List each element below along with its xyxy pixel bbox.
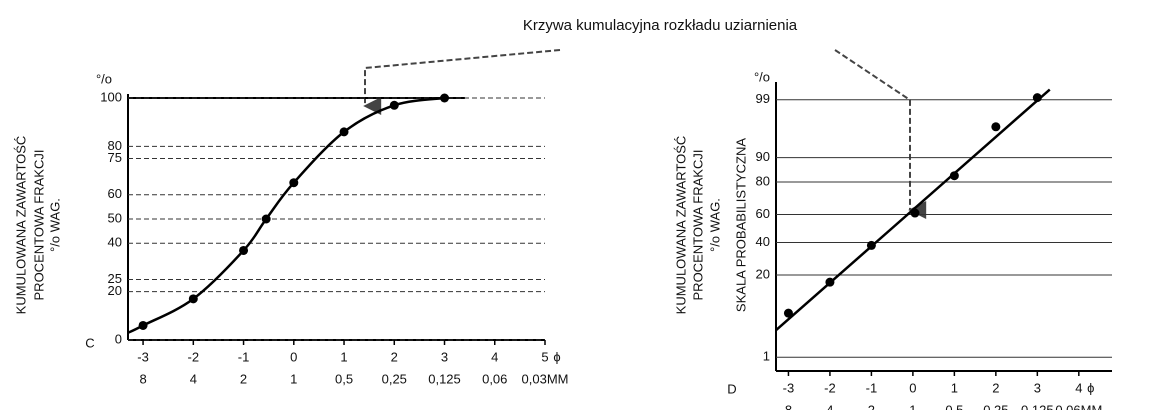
x-secondary-label: 8	[139, 371, 146, 386]
annotation-arrow	[834, 49, 927, 219]
x-tick-label: -3	[137, 349, 149, 364]
y-tick-label: 20	[108, 283, 122, 298]
x-secondary-label: 8	[785, 402, 792, 410]
x-secondary-label: 2	[868, 402, 875, 410]
x-tick-label: -1	[238, 349, 250, 364]
y-axis-label: SKALA PROBABILISTYCZNA	[733, 138, 748, 312]
x-tick-label: 2	[992, 380, 999, 395]
panel-letter: C	[85, 335, 94, 350]
x-secondary-label: 0,5	[335, 371, 353, 386]
x-secondary-label: 0,5	[945, 402, 963, 410]
y-tick-label: 60	[108, 186, 122, 201]
x-secondary-label: 0,25	[983, 402, 1008, 410]
data-point	[389, 100, 399, 110]
y-tick-label: 0	[115, 331, 122, 346]
data-point	[339, 127, 349, 137]
data-point	[138, 320, 148, 330]
data-point	[825, 277, 835, 287]
x-secondary-label: 0,125	[428, 371, 461, 386]
annotation-arrow	[363, 49, 561, 115]
y-tick-label: 90	[756, 149, 770, 164]
y-tick-label: 100	[100, 89, 122, 104]
data-point	[866, 240, 876, 250]
x-symbol: ϕ	[553, 349, 560, 364]
y-axis-label: °/o WAG.	[707, 198, 722, 252]
y-tick-label: 25	[108, 271, 122, 286]
x-tick-label: -2	[188, 349, 200, 364]
x-secondary-label: 2	[240, 371, 247, 386]
data-point	[783, 308, 793, 318]
data-point	[949, 171, 959, 181]
x-tick-label: 0	[909, 380, 916, 395]
x-symbol: ϕ	[1087, 380, 1094, 395]
y-tick-label: 1	[763, 349, 770, 364]
y-tick-label: 40	[108, 235, 122, 250]
x-secondary-label: 0,25	[382, 371, 407, 386]
x-tick-label: 4	[491, 349, 498, 364]
y-tick-label: 20	[756, 266, 770, 281]
y-axis-label: PROCENTOWA FRAKCJI	[31, 150, 46, 301]
x-tick-label: -3	[783, 380, 795, 395]
data-point	[991, 122, 1001, 132]
x-tick-label: 5	[541, 349, 548, 364]
x-tick-label: 1	[340, 349, 347, 364]
figure-title: Krzywa kumulacyjna rozkładu uziarnienia	[523, 17, 798, 34]
cumulative-curve	[127, 96, 445, 334]
x-tick-label: -2	[824, 380, 836, 395]
x-tick-label: 4	[1075, 380, 1082, 395]
x-tick-label: 3	[1034, 380, 1041, 395]
y-axis-label: KUMULOWANA ZAWARTOŚĆ	[13, 136, 28, 315]
data-point	[289, 178, 299, 188]
y-unit: °/o	[96, 71, 112, 86]
data-point	[1032, 93, 1042, 103]
x-secondary-label: 1	[909, 402, 916, 410]
y-tick-label: 99	[756, 91, 770, 106]
x-secondary-label: 4	[190, 371, 197, 386]
x-secondary-label: 0,125	[1021, 402, 1054, 410]
panel-letter: D	[727, 381, 736, 396]
y-tick-label: 50	[108, 210, 122, 225]
x-tick-label: 3	[441, 349, 448, 364]
y-tick-label: 40	[756, 234, 770, 249]
x-tick-label: 1	[951, 380, 958, 395]
data-point	[261, 214, 271, 224]
x-secondary-label: 1	[290, 371, 297, 386]
x-secondary-label: 0,03MM	[522, 371, 569, 386]
y-unit: °/o	[754, 69, 770, 84]
x-secondary-label: 0,06MM	[1055, 402, 1102, 410]
data-point	[440, 93, 450, 103]
data-point	[239, 245, 249, 255]
x-tick-label: 2	[391, 349, 398, 364]
x-secondary-label: 0,06	[482, 371, 507, 386]
x-tick-label: 0	[290, 349, 297, 364]
y-axis-label: °/o WAG.	[47, 198, 62, 252]
y-tick-label: 80	[756, 173, 770, 188]
data-point	[910, 208, 920, 218]
x-secondary-label: 4	[826, 402, 833, 410]
data-point	[188, 294, 198, 304]
y-axis-label: KUMULOWANA ZAWARTOŚĆ	[673, 136, 688, 315]
x-tick-label: -1	[866, 380, 878, 395]
y-tick-label: 75	[108, 150, 122, 165]
y-axis-label: PROCENTOWA FRAKCJI	[690, 150, 705, 301]
y-tick-label: 60	[756, 206, 770, 221]
y-tick-label: 80	[108, 138, 122, 153]
